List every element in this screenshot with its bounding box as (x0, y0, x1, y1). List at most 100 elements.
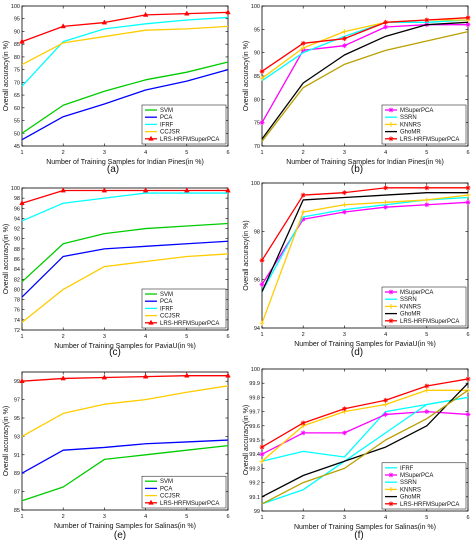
point-5-6-1 (300, 420, 306, 426)
x-tick-label: 5 (185, 334, 188, 340)
chart-panel: 99 99.1 99.2 99.3 99.4 99.5 99.6 99.7 99.8 99.9 10… (243, 367, 471, 541)
x-tick-label: 1 (260, 150, 263, 156)
y-tick-label: 99.8 (249, 395, 260, 401)
x-tick-label: 2 (62, 514, 65, 520)
series-line (261, 389, 469, 505)
panel-label: (a) (107, 164, 119, 175)
y-tick-label: 99.6 (249, 424, 260, 430)
point-4-3-4 (184, 372, 190, 378)
y-tick-label: 100 (251, 181, 260, 187)
x-tick-label: 4 (144, 334, 147, 340)
y-tick-label: 93 (14, 434, 20, 440)
point-5-1-3 (383, 412, 388, 417)
y-tick-label: 96 (14, 206, 20, 212)
x-tick-label: 2 (302, 150, 305, 156)
point-5-6-4 (424, 383, 430, 389)
chart-panel: 94 96 98 100 1 2 3 4 5 6 Number of Training Sample… (243, 181, 471, 358)
point-5-1-4 (424, 409, 430, 414)
point-3-4-1 (300, 192, 306, 198)
point-0-leg-4 (148, 135, 154, 141)
x-tick-label: 1 (20, 150, 23, 156)
x-tick-label: 5 (185, 514, 188, 520)
x-tick-label: 6 (226, 334, 229, 340)
point-3-0-0 (259, 282, 265, 287)
series-line (21, 25, 229, 66)
y-tick-label: 92 (14, 227, 20, 233)
y-tick-label: 97 (14, 398, 20, 404)
chart-panel: 70 75 80 85 90 95 100 1 2 3 4 5 6 Number of Training … (243, 4, 471, 175)
point-5-3-0 (259, 458, 265, 464)
y-tick-label: 86 (14, 257, 20, 263)
y-tick-label: 75 (14, 68, 20, 74)
x-tick-label: 3 (343, 332, 346, 338)
y-tick-label: 60 (14, 106, 20, 112)
point-2-4-3 (142, 187, 149, 193)
point-1-0-2 (342, 43, 347, 49)
y-tick-label: 76 (14, 308, 20, 314)
y-axis-label: Overall accuracy(in %) (243, 220, 250, 290)
x-axis-label: Number of Training Samples for Indian Pi… (286, 159, 444, 166)
panel-label: (d) (351, 347, 363, 358)
x-tick-label: 4 (144, 150, 147, 156)
point-3-2-2 (342, 202, 347, 208)
point-5-leg-1 (388, 472, 394, 478)
y-tick-label: 90 (14, 237, 20, 243)
y-tick-label: 70 (14, 80, 20, 86)
x-tick-label: 2 (302, 515, 305, 521)
series-line (261, 194, 469, 324)
y-tick-label: 95 (14, 416, 20, 422)
x-tick-label: 6 (226, 150, 229, 156)
point-4-leg-3 (148, 499, 154, 505)
point-1-0-5 (465, 22, 471, 28)
series-line (261, 31, 469, 142)
y-tick-label: 99.4 (249, 452, 260, 458)
series-line (21, 61, 229, 134)
series-line (21, 222, 229, 283)
point-3-0-1 (300, 216, 306, 222)
legend-label: LRS-HRFMSuperPCA (400, 137, 459, 143)
x-tick-label: 1 (20, 334, 23, 340)
legend-label: MSuperPCA (400, 108, 433, 114)
y-tick-label: 65 (14, 93, 20, 99)
y-tick-label: 80 (14, 287, 20, 293)
chart-panel: 72 74 76 78 80 82 84 86 88 90 92 94 96 98 100 1 2 3 4 5 6 Num… (3, 186, 231, 358)
legend-label: LRS-HRFMSuperPCA (160, 137, 219, 143)
x-tick-label: 3 (103, 150, 106, 156)
series-line (21, 253, 229, 323)
series-line (21, 375, 228, 382)
y-tick-label: 87 (14, 490, 20, 496)
x-tick-label: 4 (384, 332, 387, 338)
series-line (21, 385, 229, 437)
point-5-leg-3 (388, 487, 394, 492)
y-tick-label: 99 (254, 509, 260, 515)
y-tick-label: 99.2 (249, 481, 260, 487)
point-4-3-1 (60, 375, 66, 381)
legend-label: LRS-HRFMSuperPCA (400, 502, 459, 508)
panel-label: (e) (114, 530, 126, 541)
legend-label: GhoMR (400, 495, 421, 501)
legend-label: LRS-HRFMSuperPCA (160, 321, 219, 327)
x-axis-label: Number of Training Samples for PaviaU(in… (294, 341, 436, 348)
y-tick-label: 75 (254, 121, 260, 127)
point-1-0-0 (259, 120, 265, 126)
series-line (261, 19, 469, 82)
point-3-2-1 (300, 209, 306, 215)
x-tick-label: 5 (185, 150, 188, 156)
series-line (21, 69, 229, 141)
legend-label: SVM (160, 479, 173, 485)
y-tick-label: 100 (11, 186, 20, 192)
y-axis-label: Overall accuracy(in %) (243, 405, 250, 475)
y-tick-label: 94 (14, 216, 20, 222)
point-0-4-3 (142, 11, 149, 17)
point-3-4-2 (342, 190, 347, 196)
point-3-2-3 (383, 199, 388, 205)
y-tick-label: 100 (11, 4, 20, 10)
series-line (261, 389, 468, 462)
point-4-3-5 (225, 372, 231, 378)
y-tick-label: 99.7 (249, 410, 260, 416)
legend-label: PCA (160, 115, 172, 121)
panel-label: (f) (354, 530, 363, 541)
legend-label: GhoMR (400, 312, 421, 318)
y-tick-label: 55 (14, 119, 20, 125)
